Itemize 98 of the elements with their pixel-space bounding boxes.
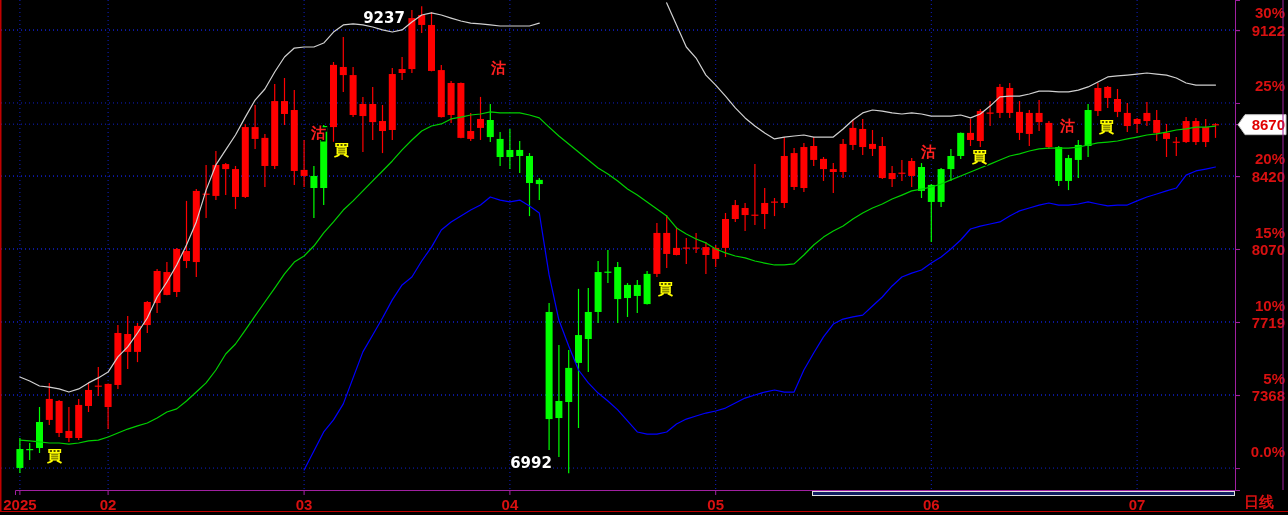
annotation: 沽 [919, 143, 936, 161]
candlestick [810, 136, 818, 167]
candlestick [682, 237, 690, 265]
candlestick [398, 56, 406, 81]
candlestick [849, 119, 857, 151]
candlestick [967, 118, 974, 147]
y2-tick-label: 15% [1254, 223, 1285, 241]
candlestick [1182, 116, 1190, 144]
candlestick [741, 202, 749, 232]
candlestick [624, 282, 631, 318]
candlestick [1123, 102, 1131, 133]
candlestick [281, 77, 288, 126]
candlestick [477, 96, 484, 141]
candlestick [1163, 123, 1170, 158]
y2-tick-label: 5% [1263, 369, 1285, 387]
candlestick [1016, 100, 1023, 141]
text: 日线 [1244, 493, 1274, 511]
candlestick [888, 165, 896, 188]
candlestick [1202, 118, 1210, 148]
candlestick [1074, 139, 1082, 179]
annotation: 買 [1097, 118, 1114, 136]
candlestick [183, 200, 190, 269]
y-tick-label: 9122 [1251, 21, 1285, 39]
candlestick [692, 232, 700, 254]
candlestick [124, 315, 132, 370]
x-tick-label: 06 [922, 495, 940, 513]
candlestick [1143, 101, 1151, 127]
annotation: 沽 [1058, 117, 1075, 135]
candlestick [663, 214, 671, 269]
candlestick [712, 244, 720, 268]
candlestick [820, 156, 827, 182]
candlestick [379, 104, 386, 154]
candlestick [761, 187, 769, 230]
candlestick [1035, 99, 1043, 132]
y-tick-label: 8420 [1251, 167, 1285, 185]
y2-tick-label: 10% [1254, 296, 1285, 314]
candlestick [1133, 117, 1141, 134]
annotation: 6992 [510, 454, 552, 472]
candlestick [1065, 154, 1072, 191]
candlestick [251, 104, 259, 150]
candlestick [869, 129, 876, 157]
x-tick-label: 03 [295, 495, 313, 513]
candlestick [104, 382, 112, 430]
candlestick [731, 199, 739, 223]
candlestick [957, 131, 965, 160]
candlestick [947, 148, 955, 182]
y-tick-label: 7368 [1251, 386, 1285, 404]
candlestick [418, 5, 426, 34]
x-tick-label: 07 [1128, 495, 1146, 513]
candlestick [310, 165, 318, 219]
candlestick [496, 131, 504, 167]
candlestick [927, 183, 935, 243]
candlestick [1192, 117, 1200, 146]
annotation: 買 [45, 447, 62, 465]
x-tick-label: 2025 [3, 495, 37, 513]
candlestick [1114, 88, 1121, 118]
line-series [303, 166, 1217, 471]
candlestick [506, 128, 514, 170]
candlestick [859, 118, 867, 156]
candlestick [85, 382, 92, 413]
candlestick [65, 406, 73, 443]
annotation: 沽 [489, 59, 506, 77]
candlestick [908, 157, 916, 188]
candlestick [535, 177, 543, 201]
y2-tick-label: 20% [1254, 150, 1285, 168]
candlestick [1025, 109, 1033, 147]
annotation: 買 [332, 141, 349, 159]
y2-tick-label: 30% [1254, 4, 1285, 22]
candlestick [359, 96, 367, 153]
y-tick-label: 7719 [1251, 313, 1285, 331]
candlestick [702, 241, 710, 275]
candlestick [555, 344, 563, 458]
candlestick [829, 162, 837, 194]
candlestick [1104, 85, 1112, 109]
candlestick [45, 382, 53, 426]
x-tick-label: 04 [501, 495, 519, 513]
candlestick [516, 140, 524, 174]
candlestick [633, 279, 641, 314]
x-tick-label: 02 [99, 495, 117, 513]
line-series [19, 111, 1217, 445]
candlestick [369, 86, 377, 141]
y2-tick-label: 0.0% [1250, 442, 1285, 460]
annotation: 買 [656, 280, 673, 298]
candlestick [222, 162, 230, 196]
annotation: 買 [970, 148, 987, 166]
candlestick [339, 36, 347, 93]
candlestick [1094, 82, 1102, 117]
candlestick [467, 112, 475, 142]
candlestick [16, 437, 24, 474]
candlestick [918, 162, 925, 199]
y-tick-label: 8070 [1251, 240, 1285, 258]
y-tick-label: 8670 [1251, 115, 1285, 133]
candlestick [300, 139, 308, 188]
annotation: 9237 [363, 9, 405, 27]
candlestick [486, 103, 494, 143]
x-tick-label: 05 [707, 495, 725, 513]
y2-tick-label: 25% [1254, 77, 1285, 95]
candlestick [1153, 109, 1161, 142]
